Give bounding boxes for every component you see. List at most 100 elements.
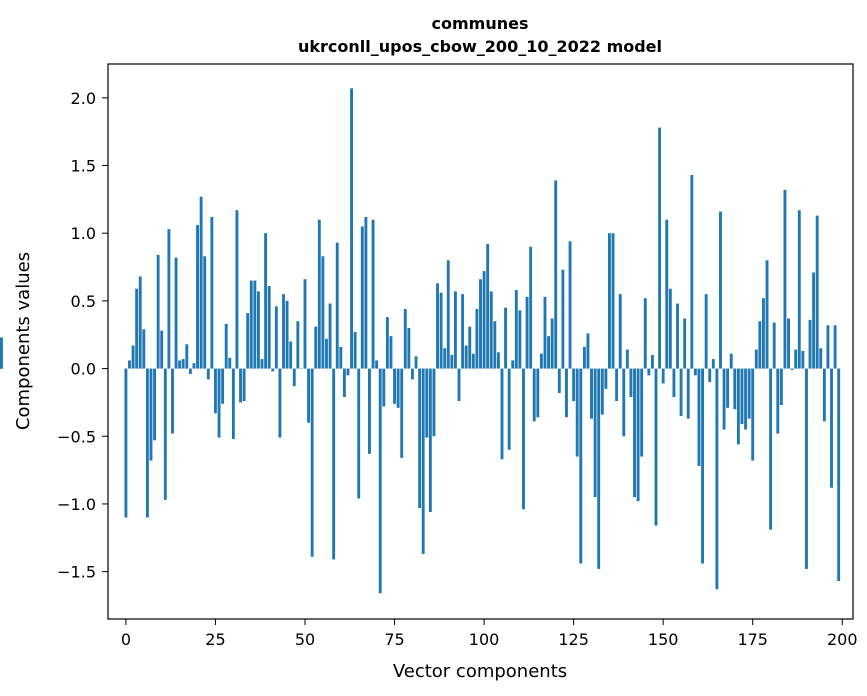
bar: [625, 349, 629, 369]
bar: [421, 368, 425, 555]
bar: [199, 196, 203, 369]
bar: [690, 175, 694, 369]
bar: [729, 353, 733, 369]
bar: [403, 309, 407, 369]
bar: [242, 368, 246, 402]
bar: [181, 359, 185, 369]
bar: [597, 368, 601, 569]
bar: [744, 368, 747, 430]
bar: [819, 348, 823, 369]
bar: [522, 368, 525, 510]
bar: [665, 219, 669, 369]
bar: [461, 294, 465, 369]
x-axis-ticks: 0 25 50 75 100 125 150 175 200: [121, 619, 858, 649]
bar: [156, 254, 160, 369]
bar: [124, 368, 128, 518]
bar: [167, 229, 171, 369]
bar: [736, 368, 740, 445]
bar: [518, 310, 522, 369]
bar: [393, 368, 396, 404]
bar: [289, 341, 293, 369]
bar: [539, 353, 543, 369]
bar: [389, 336, 393, 369]
chart-subtitle: ukrconll_upos_cbow_200_10_2022 model: [298, 37, 662, 56]
bar: [479, 279, 482, 369]
y-tick-label: 0.5: [71, 292, 96, 311]
y-axis-ticks: −1.5 −1.0 −0.5 0.0 0.5 1.0 1.5 2.0: [57, 89, 108, 582]
bar: [428, 368, 432, 513]
bars-group: [0, 88, 841, 594]
bar: [719, 211, 722, 369]
bar: [253, 280, 257, 369]
bar: [131, 345, 135, 369]
bar: [805, 368, 808, 569]
bar: [178, 360, 182, 369]
bar: [464, 345, 468, 369]
bar: [239, 368, 242, 403]
x-tick-label: 0: [121, 630, 131, 649]
bar: [500, 368, 504, 460]
bar: [640, 368, 644, 457]
bar: [346, 368, 350, 376]
bar: [174, 257, 178, 369]
bar: [747, 368, 751, 419]
bar: [543, 296, 547, 369]
bar: [339, 346, 343, 369]
bar: [790, 368, 794, 370]
bar: [554, 180, 558, 369]
bar: [565, 368, 568, 418]
bar: [274, 306, 278, 369]
bar: [754, 349, 758, 369]
bar: [407, 327, 411, 369]
bar: [772, 322, 776, 369]
bar: [342, 368, 346, 397]
bar: [711, 359, 715, 369]
bar: [271, 368, 275, 372]
bar: [496, 352, 500, 369]
x-tick-label: 100: [469, 630, 500, 649]
bar: [278, 368, 282, 438]
bar: [622, 368, 626, 437]
y-tick-label: −0.5: [57, 427, 96, 446]
bar: [636, 368, 640, 502]
bar: [758, 321, 762, 369]
y-tick-label: 1.0: [71, 224, 96, 243]
bar: [776, 368, 780, 434]
bar: [661, 368, 665, 384]
bar: [482, 271, 486, 369]
bar: [188, 368, 192, 374]
bar: [676, 303, 679, 369]
bar: [514, 290, 518, 369]
bar: [679, 368, 683, 416]
y-tick-label: 1.5: [71, 157, 96, 176]
bar: [704, 294, 708, 369]
bar: [693, 368, 697, 376]
bar: [196, 225, 199, 369]
bar: [368, 368, 371, 454]
bar: [185, 344, 189, 369]
bar: [683, 318, 687, 369]
bar: [529, 246, 533, 369]
bar: [600, 368, 604, 415]
bar: [672, 368, 676, 397]
chart-title: communes: [432, 14, 529, 33]
bar: [325, 338, 328, 369]
bar: [135, 288, 139, 369]
bar: [658, 127, 662, 369]
bar: [454, 291, 457, 369]
y-axis-label: Components values: [13, 252, 34, 430]
bar: [432, 368, 436, 437]
x-axis-label: Vector components: [393, 661, 567, 682]
bar: [794, 349, 798, 369]
bar: [371, 219, 375, 369]
x-tick-label: 175: [737, 630, 768, 649]
bar: [357, 368, 361, 499]
bar: [486, 244, 490, 369]
bar: [353, 332, 357, 369]
bar: [557, 368, 561, 393]
bar: [418, 368, 422, 508]
bar: [328, 303, 332, 369]
bar: [411, 368, 414, 380]
bar: [436, 283, 439, 369]
